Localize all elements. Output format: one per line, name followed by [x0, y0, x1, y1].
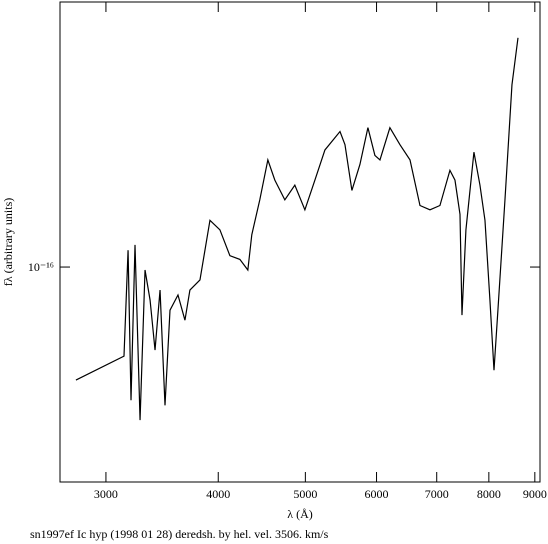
x-tick-label: 3000	[94, 487, 118, 501]
caption: sn1997ef Ic hyp (1998 01 28) deredsh. by…	[30, 527, 329, 541]
x-tick-label: 9000	[523, 487, 547, 501]
x-tick-label: 4000	[206, 487, 230, 501]
x-tick-label: 6000	[365, 487, 389, 501]
plot-frame	[59, 1, 541, 483]
x-tick-label: 5000	[293, 487, 317, 501]
x-tick-label: 7000	[425, 487, 449, 501]
x-tick-label: 8000	[477, 487, 501, 501]
y-axis-label: fλ (arbitrary units)	[1, 198, 15, 286]
y-tick-label: 10⁻¹⁶	[28, 260, 54, 274]
x-axis-label: λ (Å)	[287, 507, 312, 521]
spectrum-line	[75, 37, 519, 421]
